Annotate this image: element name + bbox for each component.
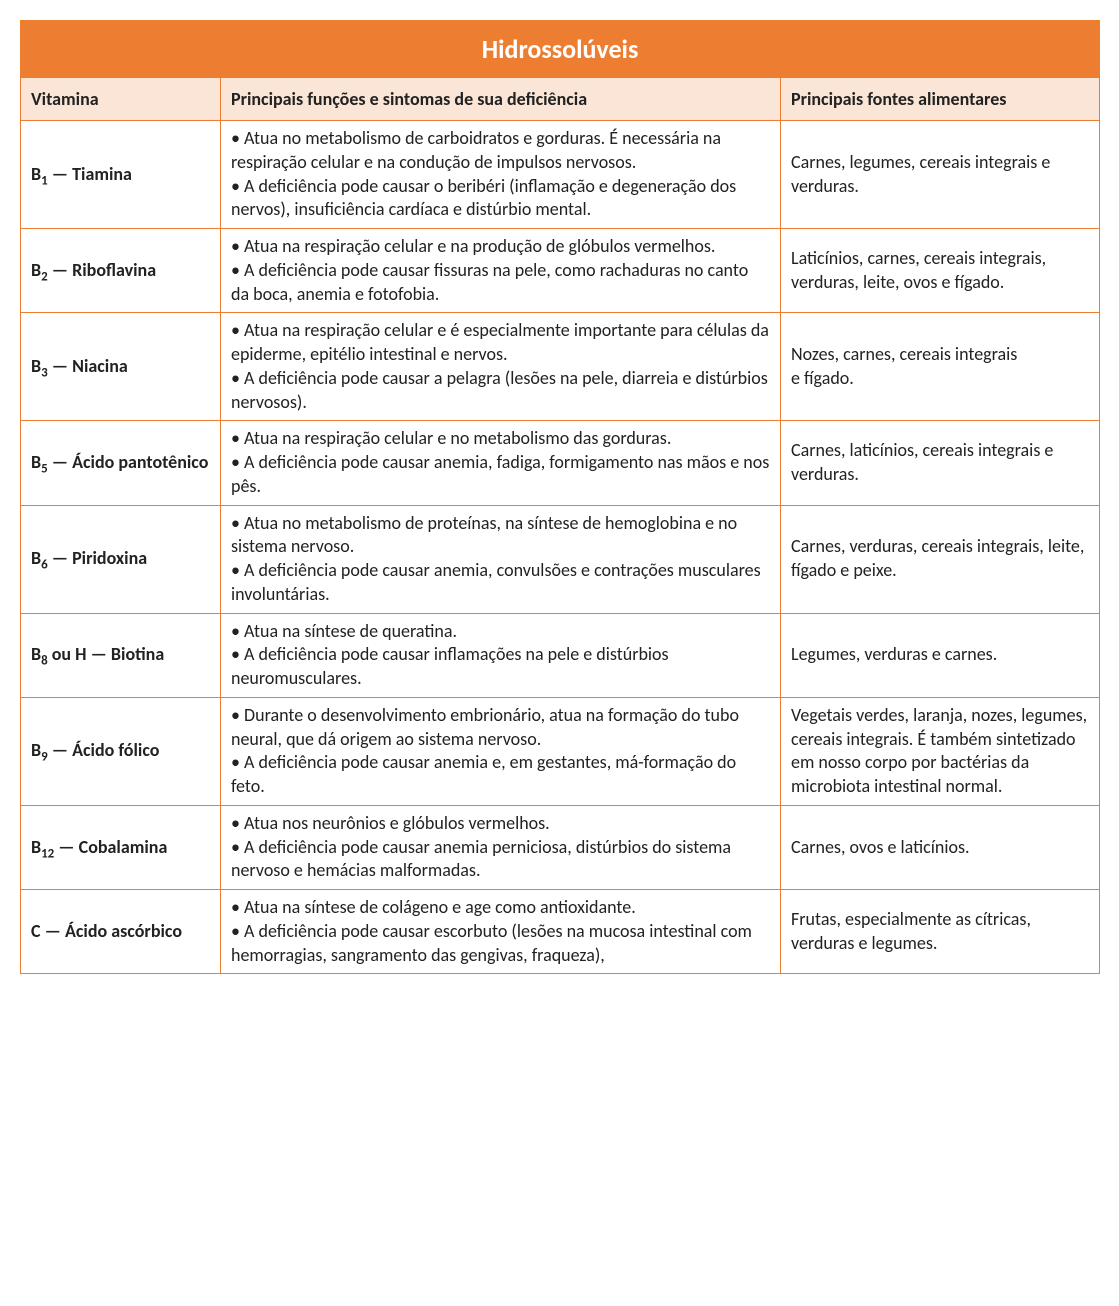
cell-functions: Durante o desenvolvimento embrionário, a… <box>221 697 781 805</box>
cell-vitamin: B12 — Cobalamina <box>21 805 221 889</box>
function-bullet: A deficiência pode causar o beribéri (in… <box>231 175 770 223</box>
function-bullet: A deficiência pode causar inflamações na… <box>231 643 770 691</box>
cell-vitamin: B3 — Niacina <box>21 313 221 421</box>
cell-functions: Atua na síntese de colágeno e age como a… <box>221 890 781 974</box>
table-title: Hidrossolúveis <box>21 21 1100 78</box>
function-bullet: A deficiência pode causar anemia e, em g… <box>231 751 770 799</box>
function-bullet: A deficiência pode causar escorbuto (les… <box>231 920 770 968</box>
vitamins-table-wrapper: Hidrossolúveis Vitamina Principais funçõ… <box>20 20 1099 974</box>
col-header-vitamin: Vitamina <box>21 78 221 121</box>
cell-sources: Frutas, especialmente as cítricas, verdu… <box>781 890 1100 974</box>
cell-vitamin: B8 ou H — Biotina <box>21 613 221 697</box>
table-header-row: Vitamina Principais funções e sintomas d… <box>21 78 1100 121</box>
function-bullet: Atua no metabolismo de proteínas, na sín… <box>231 512 770 560</box>
cell-sources: Carnes, verduras, cereais integrais, lei… <box>781 505 1100 613</box>
col-header-sources: Principais fontes alimentares <box>781 78 1100 121</box>
function-bullet: Atua no metabolismo de carboidratos e go… <box>231 127 770 175</box>
function-bullet: Atua na respiração celular e no metaboli… <box>231 427 770 451</box>
table-row: B6 — PiridoxinaAtua no metabolismo de pr… <box>21 505 1100 613</box>
function-bullet: Atua na síntese de colágeno e age como a… <box>231 896 770 920</box>
table-title-row: Hidrossolúveis <box>21 21 1100 78</box>
cell-sources: Nozes, carnes, cereais integraise fígado… <box>781 313 1100 421</box>
cell-sources: Carnes, laticínios, cereais integrais e … <box>781 421 1100 505</box>
table-body: B1 — TiaminaAtua no metabolismo de carbo… <box>21 121 1100 974</box>
table-row: B2 — Riboflavina Atua na respiração celul… <box>21 229 1100 313</box>
table-row: B8 ou H — BiotinaAtua na síntese de quer… <box>21 613 1100 697</box>
cell-vitamin: B9 — Ácido fólico <box>21 697 221 805</box>
cell-functions: Atua na respiração celular e no metaboli… <box>221 421 781 505</box>
function-bullet: Durante o desenvolvimento embrionário, a… <box>231 704 770 752</box>
function-bullet: A deficiência pode causar anemia, fadiga… <box>231 451 770 499</box>
cell-sources: Carnes, ovos e laticínios. <box>781 805 1100 889</box>
cell-sources: Vegetais verdes, laranja, nozes, legumes… <box>781 697 1100 805</box>
function-bullet: A deficiência pode causar a pelagra (les… <box>231 367 770 415</box>
table-row: B5 — Ácido pantotênico Atua na respiração… <box>21 421 1100 505</box>
cell-sources: Laticínios, carnes, cereais integrais, v… <box>781 229 1100 313</box>
cell-vitamin: B2 — Riboflavina <box>21 229 221 313</box>
cell-sources: Carnes, legumes, cereais integrais e ver… <box>781 121 1100 229</box>
cell-vitamin: B1 — Tiamina <box>21 121 221 229</box>
cell-vitamin: B5 — Ácido pantotênico <box>21 421 221 505</box>
table-row: B3 — NiacinaAtua na respiração celular e… <box>21 313 1100 421</box>
cell-functions: Atua no metabolismo de proteínas, na sín… <box>221 505 781 613</box>
function-bullet: Atua na respiração celular e na produção… <box>231 235 770 259</box>
cell-functions: Atua na síntese de queratina.A deficiênc… <box>221 613 781 697</box>
cell-sources: Legumes, verduras e carnes. <box>781 613 1100 697</box>
cell-functions: Atua nos neurônios e glóbulos vermelhos.… <box>221 805 781 889</box>
table-row: B9 — Ácido fólicoDurante o desenvolvimen… <box>21 697 1100 805</box>
cell-functions: Atua no metabolismo de carboidratos e go… <box>221 121 781 229</box>
function-bullet: Atua na síntese de queratina. <box>231 620 770 644</box>
col-header-functions: Principais funções e sintomas de sua def… <box>221 78 781 121</box>
function-bullet: Atua nos neurônios e glóbulos vermelhos. <box>231 812 770 836</box>
function-bullet: A deficiência pode causar anemia pernici… <box>231 836 770 884</box>
table-row: B1 — TiaminaAtua no metabolismo de carbo… <box>21 121 1100 229</box>
cell-vitamin: B6 — Piridoxina <box>21 505 221 613</box>
cell-functions: Atua na respiração celular e é especialm… <box>221 313 781 421</box>
cell-vitamin: C — Ácido ascórbico <box>21 890 221 974</box>
vitamins-table: Hidrossolúveis Vitamina Principais funçõ… <box>20 20 1100 974</box>
cell-functions: Atua na respiração celular e na produção… <box>221 229 781 313</box>
function-bullet: A deficiência pode causar fissuras na pe… <box>231 259 770 307</box>
table-row: C — Ácido ascórbico Atua na síntese de co… <box>21 890 1100 974</box>
function-bullet: Atua na respiração celular e é especialm… <box>231 319 770 367</box>
function-bullet: A deficiência pode causar anemia, convul… <box>231 559 770 607</box>
table-row: B12 — CobalaminaAtua nos neurônios e gló… <box>21 805 1100 889</box>
